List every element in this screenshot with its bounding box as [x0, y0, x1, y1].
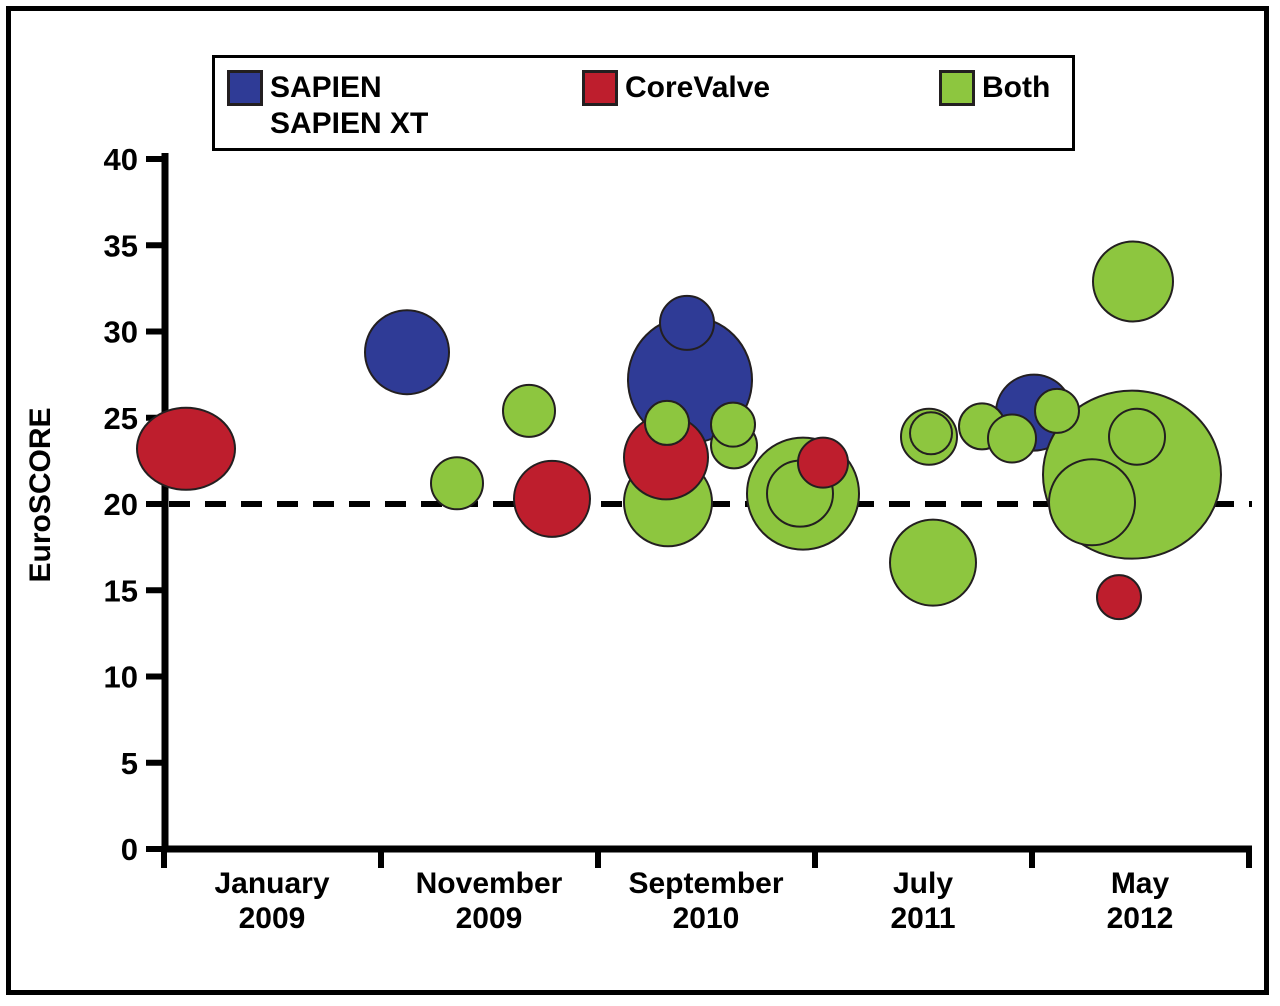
y-tick-label: 30 — [104, 315, 138, 350]
x-tick-label: January 2009 — [214, 867, 329, 935]
bubble-corevalve — [797, 436, 849, 489]
legend-label-sapien-line1: SAPIEN — [270, 71, 382, 104]
legend-swatch-corevalve — [582, 70, 618, 106]
bubble-sapien — [364, 309, 450, 396]
bubble-both — [987, 413, 1037, 464]
y-axis-title: EuroSCORE — [24, 407, 57, 582]
bubble-both — [644, 399, 690, 446]
legend-item-both: Both — [939, 70, 1050, 106]
legend-item-sapien: SAPIEN SAPIEN XT — [227, 70, 428, 142]
legend-item-corevalve: CoreValve — [582, 70, 770, 106]
bubble-sapien — [659, 294, 715, 351]
y-tick-label: 20 — [104, 487, 138, 522]
legend-label-sapien: SAPIEN SAPIEN XT — [270, 70, 428, 142]
legend-label-corevalve: CoreValve — [625, 71, 771, 104]
x-tick-label: May 2012 — [1107, 867, 1174, 935]
y-tick-label: 10 — [104, 660, 138, 695]
bubble-both — [502, 383, 556, 438]
bubble-both — [1048, 458, 1136, 547]
y-tick-label: 25 — [104, 401, 138, 436]
bubble-corevalve — [513, 459, 591, 538]
legend: SAPIEN SAPIEN XT CoreValve Both — [212, 55, 1075, 151]
y-tick-label: 15 — [104, 573, 138, 608]
bubble-both — [430, 456, 484, 511]
x-tick-label: July 2011 — [890, 867, 955, 935]
bubble-both — [710, 401, 756, 448]
x-tick-label: November 2009 — [416, 867, 563, 935]
y-tick-label: 40 — [104, 142, 138, 177]
y-tick-label: 5 — [121, 746, 138, 781]
bubble-corevalve — [136, 406, 236, 491]
legend-swatch-both — [939, 70, 975, 106]
x-tick-label: September 2010 — [628, 867, 783, 935]
bubble-both — [889, 518, 977, 607]
bubble-corevalve — [1096, 574, 1142, 621]
bubble-both — [909, 411, 953, 456]
y-tick-label: 35 — [104, 228, 138, 263]
bubble-both — [1034, 387, 1080, 434]
legend-label-both: Both — [982, 71, 1051, 104]
bubble-both — [1108, 407, 1166, 466]
bubble-both — [1092, 240, 1174, 323]
legend-label-sapien-line2: SAPIEN XT — [270, 107, 429, 140]
y-tick-label: 0 — [121, 832, 138, 867]
legend-swatch-sapien — [227, 70, 263, 106]
